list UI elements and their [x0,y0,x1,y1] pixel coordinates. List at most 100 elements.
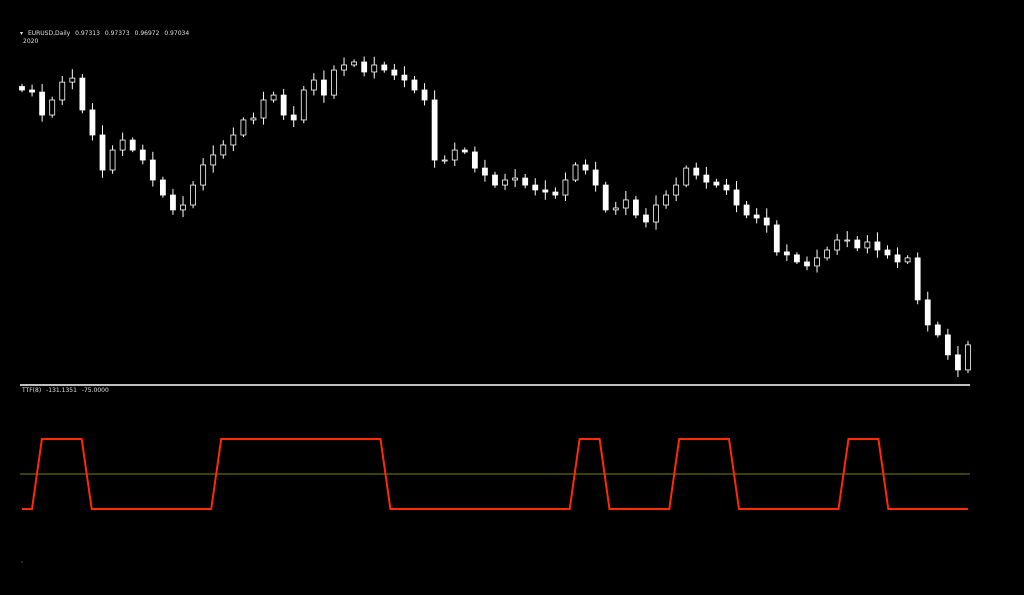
candle-body [321,79,327,96]
candle-body [119,139,126,151]
candle-body [230,134,237,146]
candle-body [99,134,106,171]
candle-body [421,89,428,101]
candle-body [904,257,911,263]
candle-body [834,239,841,251]
candle-body [773,224,780,253]
candle-body [129,139,136,151]
candle-body [49,99,56,116]
candle-body [139,149,146,161]
candle-body [391,69,398,76]
candle-body [783,251,790,256]
candle-body [401,74,408,81]
candle-body [562,179,569,196]
candle-body [844,239,851,242]
candle-body [693,167,700,176]
candle-body [723,184,730,191]
candle-body [824,249,831,259]
candle-body [149,159,156,181]
candle-body [240,119,247,136]
chart-header: ▾ EURUSD,Daily 0.97313 0.97373 0.96972 0… [20,30,192,37]
candle-body [934,324,941,336]
candle-body [220,144,227,156]
candle-body [69,77,76,83]
indicator-value-2: -75.0000 [81,387,109,394]
candle-body [79,77,86,111]
candle-body [492,174,498,186]
candle-body [592,169,599,186]
candle-body [290,114,297,121]
candle-body [653,204,659,223]
candle-body [451,149,458,161]
candle-body [351,61,358,66]
candle-body [300,89,307,121]
candle-body [190,184,196,206]
candle-body [310,79,317,91]
candle-body [703,174,710,183]
candle-body [471,151,478,169]
candle-body [612,207,619,211]
indicator-header: TTF(8) -131.1351 -75.0000 [22,387,112,394]
candle-body [361,61,368,73]
candles-group [19,56,971,378]
indicator-name: TTF(8) [22,387,42,394]
candle-body [441,159,448,162]
candle-body [512,177,519,181]
candle-body [109,149,116,171]
candle-body [924,299,931,326]
close-value: 0.97034 [164,30,190,37]
candle-body [733,189,740,206]
candle-body [331,69,337,96]
candle-body [944,334,951,356]
candle-body [854,239,861,249]
candle-body [914,257,921,301]
candle-body [39,91,46,116]
indicator-value-1: -131.1351 [46,387,77,394]
candle-body [552,191,559,196]
candle-body [542,189,549,193]
candle-body [955,354,961,371]
candle-body [874,241,881,251]
candle-body [210,154,217,166]
candle-body [532,184,539,191]
candle-body [341,64,347,71]
candle-body [180,204,186,211]
candle-body [884,249,891,256]
candle-body [582,164,589,171]
candle-body [804,261,810,267]
open-value: 0.97313 [75,30,100,37]
candle-body [794,254,800,263]
candle-body [250,117,257,121]
candle-body [19,86,25,91]
candle-body [89,109,96,136]
candle-body [572,164,579,181]
triangle-down-icon[interactable]: ▾ [20,30,24,37]
candle-body [965,344,971,371]
candle-body [270,94,277,101]
candle-body [743,204,750,216]
candle-body [461,149,468,153]
high-value: 0.97373 [104,30,130,37]
candle-body [522,177,529,186]
candle-body [602,184,609,211]
candle-body [59,81,66,101]
candle-body [431,99,438,161]
candle-body [713,181,720,186]
candle-body [280,94,287,116]
candle-body [159,179,166,196]
candle-body [894,254,901,263]
candle-body [170,194,176,211]
candle-body [411,79,418,91]
candle-body [482,167,488,176]
candle-body [864,241,871,249]
candle-body [260,99,267,119]
candle-body [683,167,690,186]
candle-body [673,184,680,196]
year-label: 2020 [23,38,39,45]
candle-body [643,214,649,223]
ttf-line [22,438,968,510]
candle-body [29,89,35,93]
candle-body [763,217,770,226]
candle-body [632,199,639,216]
